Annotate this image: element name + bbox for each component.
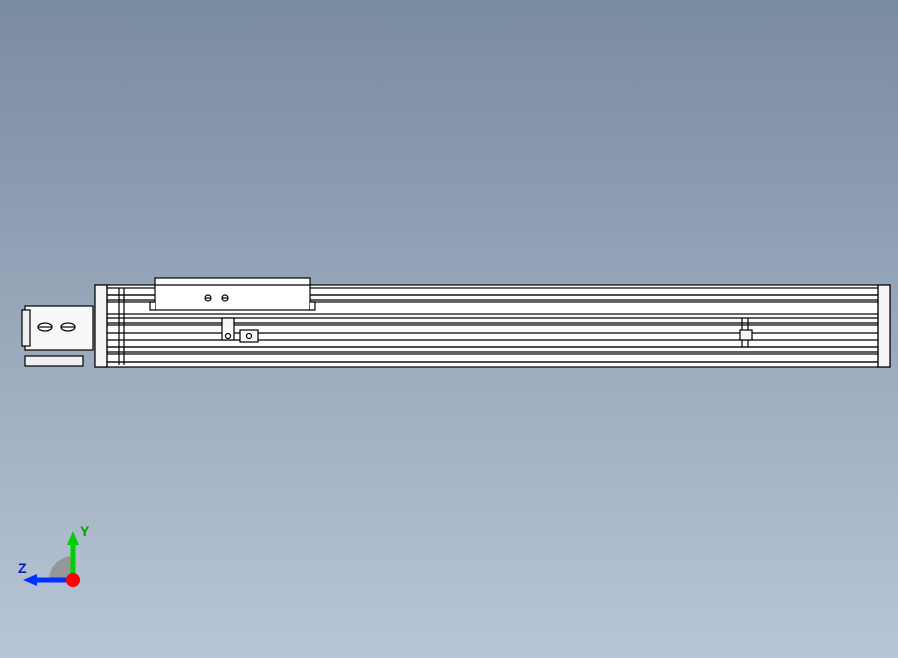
y-axis-label: Y [80, 523, 89, 539]
axis-triad[interactable]: Y Z [20, 528, 110, 608]
linear-actuator-assembly [22, 278, 890, 367]
z-axis-label: Z [18, 560, 27, 576]
axis-triad-svg [20, 528, 110, 608]
cad-viewport[interactable]: Y Z [0, 0, 898, 658]
motor-housing [22, 306, 93, 366]
cad-drawing-canvas [0, 0, 898, 658]
carriage-block [150, 278, 315, 310]
origin-marker [66, 573, 80, 587]
